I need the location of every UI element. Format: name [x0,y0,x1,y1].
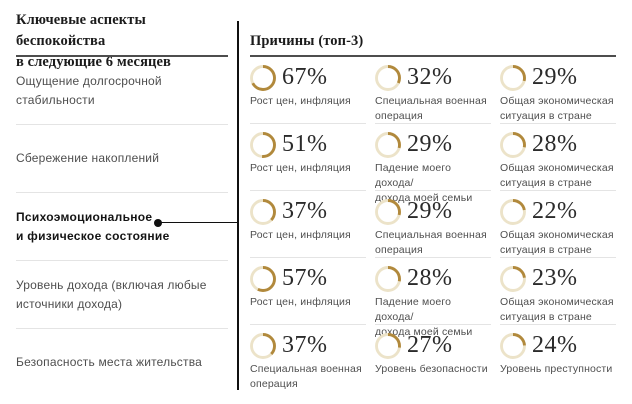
aspects-header-rule [16,55,228,57]
aspect-row: Безопасность места жительства [16,329,228,396]
highlight-connector-dot [154,218,162,227]
reason-stat: 29% [500,64,616,91]
reason-cell: 67% Рост цен, инфляция [250,57,366,124]
aspect-row: Уровень дохода (включая любые источники … [16,261,228,329]
reason-label: Общая экономическая ситуация в стране [500,95,614,123]
reason-stat: 23% [500,265,616,292]
reason-cell: 28% Общая экономическая ситуация в стране [500,124,616,191]
donut-gauge-icon [250,64,276,91]
reason-percent: 23% [532,265,578,291]
reasons-panel-title: Причины (топ-3) [250,33,364,49]
reason-percent: 28% [532,131,578,157]
reason-percent: 27% [407,332,453,358]
reason-percent: 29% [407,131,453,157]
reason-cell: 37% Специальная военная операция [250,325,366,392]
reasons-header-rule [250,55,616,57]
reason-label: Рост цен, инфляция [250,229,351,241]
reason-percent: 22% [532,198,578,224]
reason-label: Общая экономическая ситуация в стране [500,296,614,324]
reason-cell: 29% Общая экономическая ситуация в стране [500,57,616,124]
aspect-label: Психоэмоциональное и физическое состояни… [16,209,170,243]
reason-stat: 32% [375,64,491,91]
reason-cell: 29% Падение моего дохода/ дохода моей сем… [375,124,491,204]
aspect-label: Безопасность места жительства [16,355,203,370]
donut-gauge-icon [375,131,401,158]
reason-label: Общая экономическая ситуация в стране [500,229,614,257]
reason-cell: 27% Уровень безопасности [375,325,491,392]
reasons-grid: 67% Рост цен, инфляция 32% Специальная воен… [250,57,616,392]
donut-gauge-icon [500,198,526,225]
reason-label: Рост цен, инфляция [250,162,351,174]
reason-label: Общая экономическая ситуация в стране [500,162,614,190]
reason-cell: 37% Рост цен, инфляция [250,191,366,258]
reason-cell: 32% Специальная военная операция [375,57,491,124]
reason-stat: 22% [500,198,616,225]
reason-stat: 37% [250,198,366,225]
donut-gauge-icon [250,198,276,225]
donut-gauge-icon [375,332,401,359]
reason-cell: 23% Общая экономическая ситуация в стране [500,258,616,325]
donut-gauge-icon [250,332,276,359]
reason-cell: 28% Падение моего дохода/ дохода моей сем… [375,258,491,338]
reason-cell: 29% Специальная военная операция [375,191,491,258]
reason-stat: 51% [250,131,366,158]
aspect-label: Ощущение долгосрочной стабильности [16,73,162,107]
reason-percent: 57% [282,265,328,291]
aspect-row: Психоэмоциональное и физическое состояни… [16,193,228,261]
aspect-row: Ощущение долгосрочной стабильности [16,57,228,125]
reason-cell: 57% Рост цен, инфляция [250,258,366,325]
reason-percent: 29% [407,198,453,224]
donut-gauge-icon [250,265,276,292]
reason-stat: 28% [500,131,616,158]
reason-cell: 22% Общая экономическая ситуация в стране [500,191,616,258]
donut-gauge-icon [375,198,401,225]
reason-stat: 29% [375,131,491,158]
donut-gauge-icon [500,265,526,292]
donut-gauge-icon [500,131,526,158]
reason-cell: 51% Рост цен, инфляция [250,124,366,191]
reason-label: Рост цен, инфляция [250,296,351,308]
reason-stat: 29% [375,198,491,225]
reason-percent: 37% [282,332,328,358]
reason-percent: 51% [282,131,328,157]
donut-gauge-icon [250,131,276,158]
reason-stat: 27% [375,332,491,359]
reason-stat: 57% [250,265,366,292]
reason-percent: 37% [282,198,328,224]
reason-percent: 28% [407,265,453,291]
reason-stat: 28% [375,265,491,292]
reason-label: Специальная военная операция [250,363,362,391]
reason-label: Специальная военная операция [375,95,487,123]
aspect-row: Сбережение накоплений [16,125,228,193]
donut-gauge-icon [500,64,526,91]
reason-label: Падение моего дохода/ дохода моей семьи [375,162,473,205]
donut-gauge-icon [375,64,401,91]
reason-label: Специальная военная операция [375,229,487,257]
highlight-connector-line [154,218,239,227]
vertical-divider [237,21,239,390]
reason-label: Уровень безопасности [375,363,488,375]
aspect-label: Сбережение накоплений [16,151,160,166]
aspects-panel-title: Ключевые аспекты беспокойства в следующи… [16,12,171,71]
reason-percent: 29% [532,64,578,90]
aspect-label: Уровень дохода (включая любые источники … [16,277,207,311]
aspects-list: Ощущение долгосрочной стабильности Сбереж… [16,57,228,396]
reason-stat: 67% [250,64,366,91]
donut-gauge-icon [375,265,401,292]
reason-percent: 67% [282,64,328,90]
aspects-panel: Ключевые аспекты беспокойства в следующи… [16,0,229,369]
reason-stat: 37% [250,332,366,359]
donut-gauge-icon [500,332,526,359]
reason-percent: 24% [532,332,578,358]
reason-percent: 32% [407,64,453,90]
reason-stat: 24% [500,332,616,359]
reason-label: Рост цен, инфляция [250,95,351,107]
reason-cell: 24% Уровень преступности [500,325,616,392]
reason-label: Уровень преступности [500,363,613,375]
